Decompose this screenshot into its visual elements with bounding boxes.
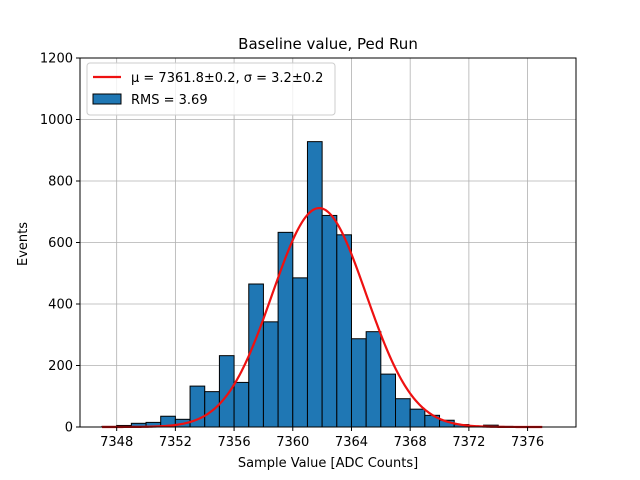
histogram-bar <box>306 141 323 428</box>
legend-box <box>86 62 336 116</box>
x-tick-label: 7356 <box>218 435 251 450</box>
histogram-bar <box>277 231 294 428</box>
x-tick-label: 7348 <box>100 435 133 450</box>
fit-curve <box>102 206 543 429</box>
x-tick-label: 7352 <box>159 435 192 450</box>
legend-hist-swatch <box>92 93 122 105</box>
histogram-bar <box>262 321 279 428</box>
x-tick-label: 7368 <box>394 435 427 450</box>
legend-fit-label: μ = 7361.8±0.2, σ = 3.2±0.2 <box>131 71 323 86</box>
y-tick-label: 200 <box>48 359 73 374</box>
legend-hist-label: RMS = 3.69 <box>131 93 208 108</box>
histogram-bar <box>395 398 411 428</box>
y-tick-label: 600 <box>48 236 73 251</box>
histogram-bar <box>380 373 397 428</box>
x-tick-label: 7364 <box>335 435 368 450</box>
y-tick-label: 800 <box>48 175 73 190</box>
x-axis-title: Sample Value [ADC Counts] <box>238 456 418 471</box>
histogram-bar <box>204 391 220 428</box>
y-axis-title: Events <box>16 222 31 266</box>
y-tick-label: 1200 <box>40 52 73 67</box>
fit-curve-layer <box>102 206 543 429</box>
y-tick-label: 1000 <box>40 113 73 128</box>
x-tick-label: 7360 <box>276 435 309 450</box>
histogram-bar <box>292 277 308 428</box>
chart-title: Baseline value, Ped Run <box>238 35 418 53</box>
legend: μ = 7361.8±0.2, σ = 3.2±0.2 RMS = 3.69 <box>86 62 336 116</box>
histogram-bars <box>101 141 529 428</box>
y-tick-label: 0 <box>65 421 73 436</box>
histogram-bar <box>409 408 426 428</box>
histogram-bar <box>248 283 264 428</box>
histogram-bar <box>233 381 250 428</box>
histogram-bar <box>218 355 235 428</box>
histogram-bar <box>321 214 338 428</box>
histogram-bar <box>365 331 382 428</box>
ticks: 7348 7352 7356 7360 7364 7368 7372 7376 0 200 400 6… <box>40 52 544 451</box>
y-tick-label: 400 <box>48 298 73 313</box>
x-tick-label: 7376 <box>511 435 544 450</box>
histogram-bar <box>336 234 352 428</box>
histogram-bar <box>350 338 367 428</box>
x-tick-label: 7372 <box>452 435 485 450</box>
